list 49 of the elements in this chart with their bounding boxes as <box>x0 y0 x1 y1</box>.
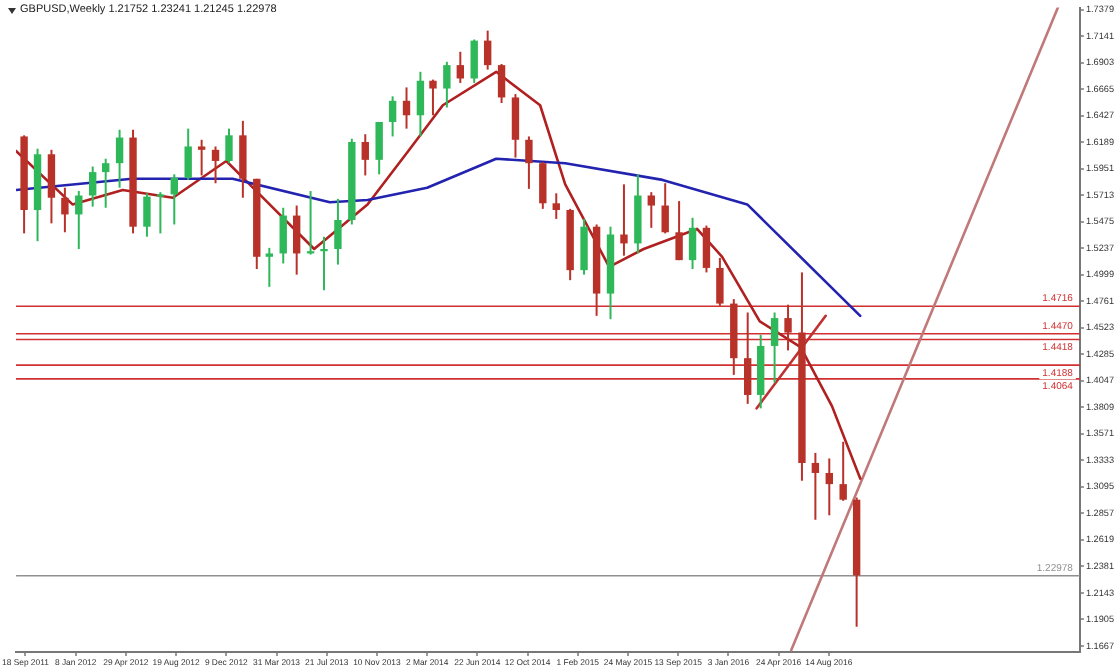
candlestick <box>716 256 724 307</box>
candlestick <box>688 216 697 271</box>
candlestick <box>170 173 178 226</box>
candlestick <box>265 246 274 288</box>
candlestick <box>101 157 110 209</box>
candlestick <box>743 311 752 405</box>
candlestick <box>211 145 220 185</box>
candlestick <box>375 120 383 176</box>
candlestick <box>456 50 465 84</box>
candlestick <box>279 206 287 265</box>
candlestick <box>143 192 151 238</box>
candlestick <box>702 224 711 274</box>
candlestick <box>88 165 97 208</box>
candlestick <box>61 186 69 234</box>
candlestick <box>497 63 506 105</box>
candlestick <box>647 191 655 229</box>
candlestick <box>388 95 397 138</box>
candlestick <box>239 119 247 199</box>
candlestick <box>115 128 124 189</box>
candlestick <box>770 311 779 384</box>
candlestick <box>184 127 192 181</box>
candlestick <box>811 451 820 521</box>
candlestick <box>580 217 588 276</box>
candlestick <box>225 127 233 165</box>
candlestick <box>525 135 533 190</box>
candlestick <box>483 29 492 71</box>
candlestick <box>197 138 206 177</box>
candlestick <box>620 183 628 257</box>
candlestick <box>361 133 369 177</box>
candlestick <box>416 70 425 138</box>
candlestick <box>75 190 83 250</box>
candlestick <box>539 161 547 210</box>
candlestick <box>470 38 478 84</box>
candlestick <box>784 303 792 352</box>
candlestick <box>47 148 56 225</box>
candlestick <box>839 440 847 502</box>
candlestick <box>443 60 451 109</box>
candlestick <box>825 457 833 517</box>
candlestick <box>552 192 560 220</box>
candlestick <box>402 86 411 130</box>
candlestick <box>675 200 683 262</box>
candlestick <box>292 204 301 276</box>
candlestick <box>634 173 642 255</box>
candlestick <box>334 197 342 266</box>
candlestick <box>156 191 165 235</box>
candlestick <box>511 93 520 159</box>
candlestick <box>320 235 328 292</box>
candlestick <box>661 182 669 235</box>
candlestick <box>429 78 437 117</box>
